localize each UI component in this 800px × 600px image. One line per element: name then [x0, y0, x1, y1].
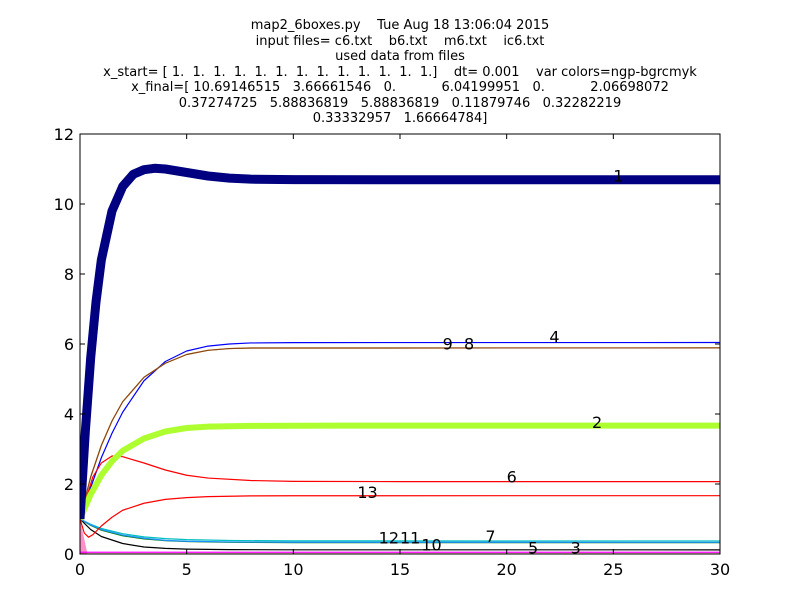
curve-label-10: 10	[421, 536, 441, 555]
fill-region	[80, 519, 88, 554]
curve-label-6: 6	[507, 467, 517, 486]
curve-label-4: 4	[549, 327, 559, 346]
x-tick-label: 15	[390, 560, 410, 579]
y-tick-label: 8	[64, 265, 74, 284]
series-line-6	[80, 455, 720, 520]
series-line-7	[80, 518, 720, 542]
y-tick-label: 2	[64, 475, 74, 494]
x-tick-label: 20	[496, 560, 516, 579]
x-tick-label: 5	[182, 560, 192, 579]
series-line-4	[80, 341, 720, 520]
title-line-3: used data from files	[335, 49, 465, 64]
y-tick-label: 6	[64, 335, 74, 354]
title-line-4: x_start= [ 1. 1. 1. 1. 1. 1. 1. 1. 1. 1.…	[103, 64, 697, 80]
curve-label-5: 5	[528, 538, 538, 557]
x-tick-label: 10	[283, 560, 303, 579]
x-tick-label: 25	[603, 560, 623, 579]
curve-label-12: 12	[379, 529, 399, 548]
series-line-1	[80, 163, 720, 520]
series-line-8	[80, 347, 720, 520]
x-tick-label: 0	[75, 560, 85, 579]
series-line-9	[80, 347, 720, 520]
y-tick-label: 4	[64, 405, 74, 424]
series-line-2	[80, 422, 720, 521]
curve-label-7: 7	[485, 527, 495, 546]
title-line-1: map2_6boxes.py Tue Aug 18 13:06:04 2015	[250, 18, 550, 33]
title-line-5: x_final=[ 10.69146515 3.66661546 0. 6.04…	[131, 80, 669, 95]
y-tick-label: 12	[54, 125, 74, 144]
curve-label-3: 3	[571, 538, 581, 557]
curve-label-2: 2	[592, 413, 602, 432]
title-line-6: 0.37274725 5.88836819 5.88836819 0.11879…	[178, 95, 622, 111]
series-line-12	[80, 518, 720, 543]
title-line-7: 0.33332957 1.66664784]	[312, 111, 488, 126]
curve-label-8: 8	[464, 334, 474, 353]
y-tick-label: 0	[64, 545, 74, 564]
series-layer	[80, 163, 720, 554]
y-tick-label: 10	[54, 195, 74, 214]
chart-title-block: map2_6boxes.py Tue Aug 18 13:06:04 2015 …	[0, 18, 800, 127]
plot-frame	[79, 133, 721, 555]
x-tick-label: 30	[710, 560, 730, 579]
curve-label-9: 9	[443, 334, 453, 353]
curve-label-1: 1	[613, 166, 623, 185]
curve-label-13: 13	[357, 483, 377, 502]
curve-label-11: 11	[400, 529, 420, 548]
title-line-2: input files= c6.txt b6.txt m6.txt ic6.tx…	[255, 33, 545, 49]
series-line-13	[80, 495, 720, 538]
series-line-10	[80, 518, 720, 551]
fill-region-layer	[80, 519, 88, 554]
